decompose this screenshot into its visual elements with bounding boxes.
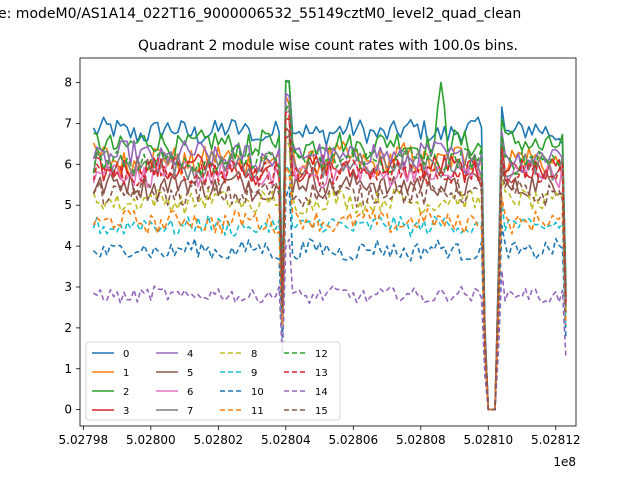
x-axis: 5.02798 5.02800 5.02802 5.02804 5.02806 5.028… [59, 426, 581, 447]
legend-label: 11 [251, 406, 264, 417]
legend-label: 8 [251, 349, 257, 360]
y-tick-label: 2 [64, 321, 72, 335]
legend-label: 6 [187, 387, 193, 398]
legend-label: 2 [123, 387, 129, 398]
y-tick-label: 0 [64, 403, 72, 417]
legend-label: 1 [123, 368, 129, 379]
legend-label: 7 [187, 406, 193, 417]
legend-label: 15 [315, 406, 328, 417]
x-tick-label: 5.02800 [126, 433, 176, 447]
y-tick-label: 6 [64, 157, 72, 171]
y-axis: 0 1 2 3 4 5 6 7 8 [64, 76, 80, 417]
legend-label: 0 [123, 349, 129, 360]
series-line-8 [92, 138, 567, 411]
legend-label: 9 [251, 368, 257, 379]
y-tick-label: 3 [64, 280, 72, 294]
x-tick-label: 5.02802 [194, 433, 244, 447]
legend-label: 4 [187, 349, 193, 360]
series-line-11 [92, 166, 567, 411]
y-tick-label: 5 [64, 198, 72, 212]
x-tick-label: 5.02806 [328, 433, 378, 447]
x-offset-label: 1e8 [553, 455, 576, 469]
y-tick-label: 4 [64, 239, 72, 253]
y-tick-label: 1 [64, 362, 72, 376]
x-tick-label: 5.02808 [396, 433, 446, 447]
x-tick-label: 5.02804 [261, 433, 311, 447]
legend-label: 12 [315, 349, 328, 360]
figure-suptitle: n file: modeM0/AS1A14_022T16_9000006532_… [0, 6, 521, 22]
chart-title: Quadrant 2 module wise count rates with … [138, 38, 518, 54]
legend-label: 10 [251, 387, 264, 398]
series-layer [92, 79, 567, 411]
x-tick-label: 5.02812 [531, 433, 581, 447]
legend-label: 3 [123, 406, 129, 417]
series-line-13 [92, 111, 567, 411]
y-tick-label: 8 [64, 76, 72, 90]
legend-label: 5 [187, 368, 193, 379]
x-tick-label: 5.02798 [59, 433, 109, 447]
x-tick-label: 5.02810 [463, 433, 513, 447]
legend-label: 14 [315, 387, 328, 398]
y-tick-label: 7 [64, 116, 72, 130]
legend-box [85, 341, 341, 421]
axes-frame [79, 57, 577, 427]
legend-label: 13 [315, 368, 328, 379]
